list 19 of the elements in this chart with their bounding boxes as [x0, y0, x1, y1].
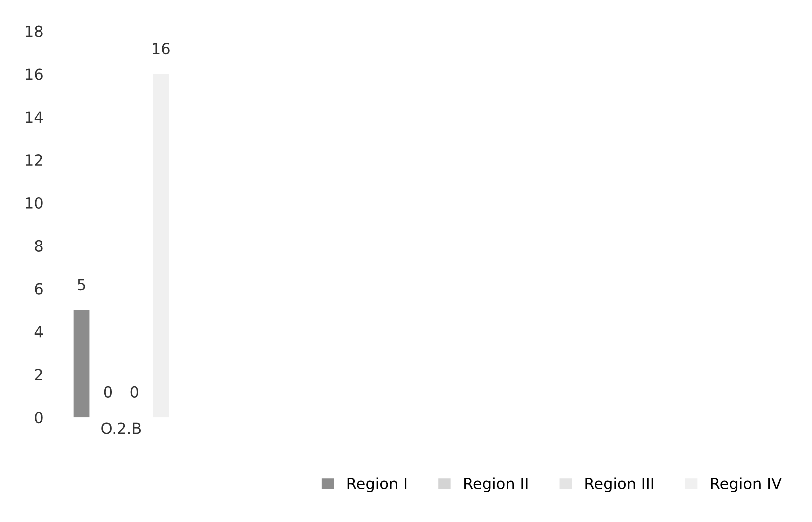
legend-label: Region III [586, 478, 654, 492]
legend-label: Region II [464, 478, 528, 492]
y-tick-label: 12 [26, 154, 42, 166]
y-tick-label: 4 [34, 326, 43, 338]
legend-label: Region IV [711, 478, 782, 492]
y-tick-label: 0 [35, 412, 43, 424]
data-label: 5 [78, 279, 86, 291]
legend-label: Region I [348, 478, 407, 492]
data-label: 0 [104, 386, 112, 398]
data-label: 16 [153, 43, 170, 55]
y-tick-label: 8 [35, 240, 43, 252]
y-tick-label: 18 [26, 26, 43, 38]
y-tick-label: 10 [26, 197, 43, 210]
y-tick-label: 6 [35, 283, 43, 295]
y-tick-label: 14 [26, 112, 43, 123]
y-tick-label: 16 [26, 68, 43, 80]
x-tick-label: O.2.B [102, 422, 142, 434]
data-label: 0 [130, 386, 139, 398]
y-tick-label: 2 [35, 369, 42, 380]
